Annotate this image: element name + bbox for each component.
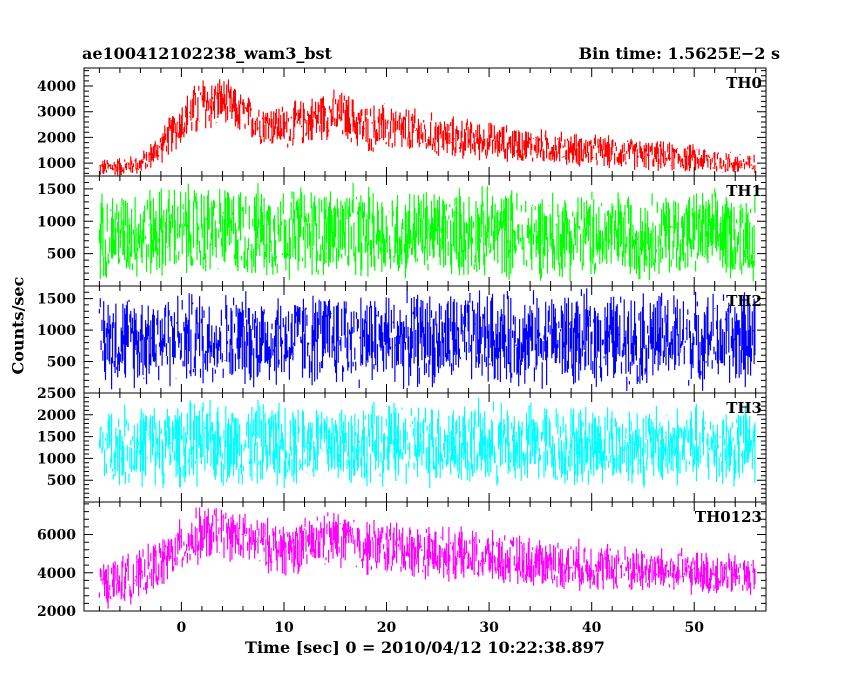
- panel-label-th0: TH0: [726, 74, 762, 92]
- x-ticks-th3: [98, 393, 757, 502]
- x-tick-label: 20: [377, 620, 397, 636]
- y-ticks-th0123: [84, 503, 766, 612]
- series-th1: [98, 182, 756, 282]
- y-tick-label: 2000: [37, 130, 76, 146]
- y-tick-label: 1000: [37, 156, 76, 172]
- y-tick-label: 2000: [37, 408, 76, 424]
- x-tick-label: 30: [479, 620, 499, 636]
- x-ticks-th0123: [98, 502, 757, 611]
- chart-title: ae100412102238_wam3_bst: [82, 44, 332, 63]
- x-tick-label: 10: [274, 620, 294, 636]
- y-tick-label: 1000: [37, 214, 76, 230]
- y-tick-label: 4000: [37, 79, 76, 95]
- y-tick-label: 3000: [37, 105, 76, 121]
- y-tick-label: 1500: [37, 292, 76, 308]
- y-tick-label: 6000: [37, 528, 76, 544]
- x-tick-label: 50: [684, 620, 704, 636]
- panel-frame-th0123: [83, 501, 767, 612]
- bin-time-label: Bin time: 1.5625E−2 s: [578, 44, 780, 63]
- panel-label-th1: TH1: [726, 182, 762, 200]
- y-tick-label: 500: [47, 247, 76, 263]
- series-th3: [98, 397, 756, 488]
- x-ticks-th0: [98, 68, 757, 176]
- series-th0: [98, 79, 756, 176]
- y-tick-label: 500: [47, 473, 76, 489]
- panel-label-th0123: TH0123: [695, 508, 762, 526]
- y-ticks-th0: [84, 70, 766, 174]
- x-ticks-th2: [98, 286, 757, 393]
- y-tick-label: 2500: [37, 386, 76, 402]
- y-tick-label: 500: [47, 355, 76, 371]
- series-th2: [98, 286, 756, 391]
- panel-label-th2: TH2: [726, 292, 762, 310]
- y-tick-label: 1000: [37, 451, 76, 467]
- x-tick-label: 0: [177, 620, 187, 636]
- x-axis-label: Time [sec] 0 = 2010/04/12 10:22:38.897: [245, 638, 605, 657]
- x-ticks-th1: [98, 176, 757, 286]
- y-tick-label: 4000: [37, 566, 76, 582]
- y-tick-label: 1500: [37, 182, 76, 198]
- y-tick-label: 2000: [37, 604, 76, 620]
- y-tick-label: 1000: [37, 323, 76, 339]
- panel-label-th3: TH3: [726, 399, 762, 417]
- y-tick-label: 1500: [37, 430, 76, 446]
- x-tick-label: 40: [582, 620, 602, 636]
- series-th0123: [98, 507, 756, 609]
